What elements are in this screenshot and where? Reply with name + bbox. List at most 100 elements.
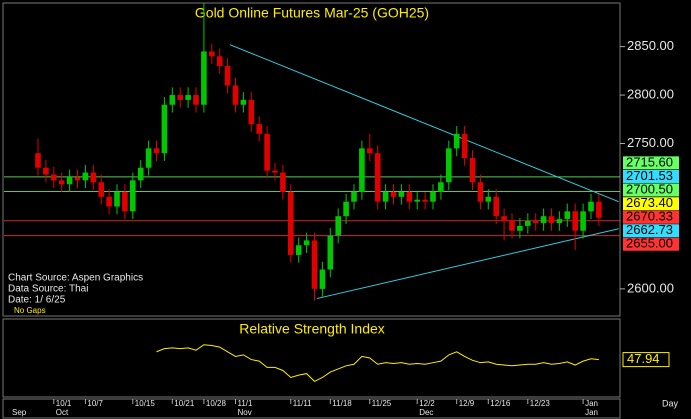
candle-body	[51, 174, 57, 181]
candle-body	[453, 133, 460, 149]
level-tag	[623, 224, 679, 238]
x-tick-label: Jan	[585, 399, 598, 408]
candle-body	[382, 191, 389, 202]
x-tick-label: 10/7	[87, 399, 103, 408]
level-tag-label: 2715.60	[626, 154, 673, 169]
candle-body	[374, 153, 381, 202]
rsi-panel	[2, 318, 621, 398]
level-tag-label: 2701.53	[626, 168, 673, 183]
candle-body	[311, 240, 318, 289]
rsi-tag	[622, 352, 670, 368]
candle-body	[414, 199, 420, 202]
level-tag	[623, 197, 679, 211]
month-label: Jan	[585, 408, 598, 417]
candle-body	[106, 196, 112, 207]
candle-body	[122, 191, 128, 212]
x-tick-label: 12/16	[490, 399, 511, 408]
x-tick-label: 10/15	[135, 399, 156, 408]
candle-body	[193, 95, 199, 105]
candle-body	[430, 191, 436, 202]
level-tag	[623, 169, 679, 183]
candle-body	[525, 221, 531, 226]
candle-body	[303, 240, 310, 246]
candle-body	[114, 191, 120, 207]
annotation: Data Source: Thai	[8, 284, 88, 295]
candle-body	[501, 216, 507, 222]
month-label: Dec	[419, 408, 433, 417]
candle-body	[201, 51, 207, 105]
candle-body	[137, 167, 144, 181]
x-tick-label: 10/21	[174, 399, 195, 408]
candle-body	[145, 148, 152, 168]
level-tag	[623, 237, 679, 251]
level-tag-label: 2655.00	[626, 236, 673, 251]
y-tick-label: 2600.00	[627, 280, 674, 295]
candle-body	[588, 201, 594, 212]
candle-body	[532, 221, 539, 223]
candle-body	[446, 148, 452, 183]
candle-body	[540, 216, 547, 223]
level-tag	[623, 210, 679, 224]
candle-body	[335, 216, 341, 236]
month-label: Sep	[12, 408, 27, 417]
trendline	[316, 228, 619, 300]
candle-body	[130, 180, 136, 212]
candle-body	[185, 95, 191, 100]
level-tag-label: 2700.50	[626, 181, 673, 196]
rsi-title: Relative Strength Index	[239, 321, 385, 337]
candle-body	[43, 167, 49, 175]
candle-body	[169, 95, 176, 105]
level-tag-label: 2670.33	[626, 209, 673, 224]
candle-body	[295, 245, 302, 255]
trendline	[229, 44, 619, 203]
candle-body	[153, 148, 160, 154]
candle-body	[509, 221, 515, 231]
x-tick-label: 12/23	[530, 399, 551, 408]
candle-body	[398, 191, 405, 197]
x-tick-label: 12/2	[419, 399, 435, 408]
candle-body	[596, 201, 602, 218]
candle-body	[58, 180, 65, 185]
x-tick-label: 11/25	[372, 399, 392, 408]
candle-body	[548, 216, 555, 223]
candle-body	[90, 172, 97, 183]
level-tag-label: 2673.40	[626, 195, 673, 210]
annotation: Date: 1/ 6/25	[8, 295, 66, 306]
candle-body	[572, 211, 578, 231]
y-tick-label: 2750.00	[627, 135, 674, 150]
x-tick-label: 12/9	[459, 399, 475, 408]
month-label: Nov	[238, 408, 252, 417]
level-tag	[623, 156, 679, 170]
candle-body	[161, 104, 168, 154]
price-panel	[2, 2, 621, 317]
candle-body	[74, 177, 81, 181]
candle-body	[343, 201, 349, 217]
candle-body	[177, 95, 183, 100]
x-unit: Day	[662, 398, 679, 408]
candle-body	[319, 269, 326, 289]
rsi-tag-label: 47.94	[627, 351, 660, 366]
candle-body	[477, 182, 484, 202]
level-tag	[623, 183, 679, 197]
x-tick-label: 11/1	[238, 399, 254, 408]
candle-body	[216, 56, 223, 66]
x-tick-label: 11/11	[293, 399, 312, 408]
x-tick-label: 10/1	[56, 399, 72, 408]
y-tick-label: 2800.00	[627, 86, 674, 101]
candle-body	[272, 170, 278, 173]
annotation: Chart Source: Aspen Graphics	[8, 273, 143, 284]
candle-body	[517, 225, 523, 231]
candle-body	[256, 124, 262, 134]
chart-title: Gold Online Futures Mar-25 (GOH25)	[195, 5, 429, 21]
candle-body	[493, 196, 499, 217]
candle-body	[327, 235, 334, 270]
candle-body	[209, 51, 215, 57]
candle-body	[564, 211, 571, 220]
x-tick-label: 10/28	[206, 399, 227, 408]
candle-body	[232, 85, 239, 105]
candle-body	[359, 148, 365, 192]
candle-body	[556, 219, 563, 223]
candle-body	[288, 191, 294, 255]
candle-body	[367, 148, 373, 154]
